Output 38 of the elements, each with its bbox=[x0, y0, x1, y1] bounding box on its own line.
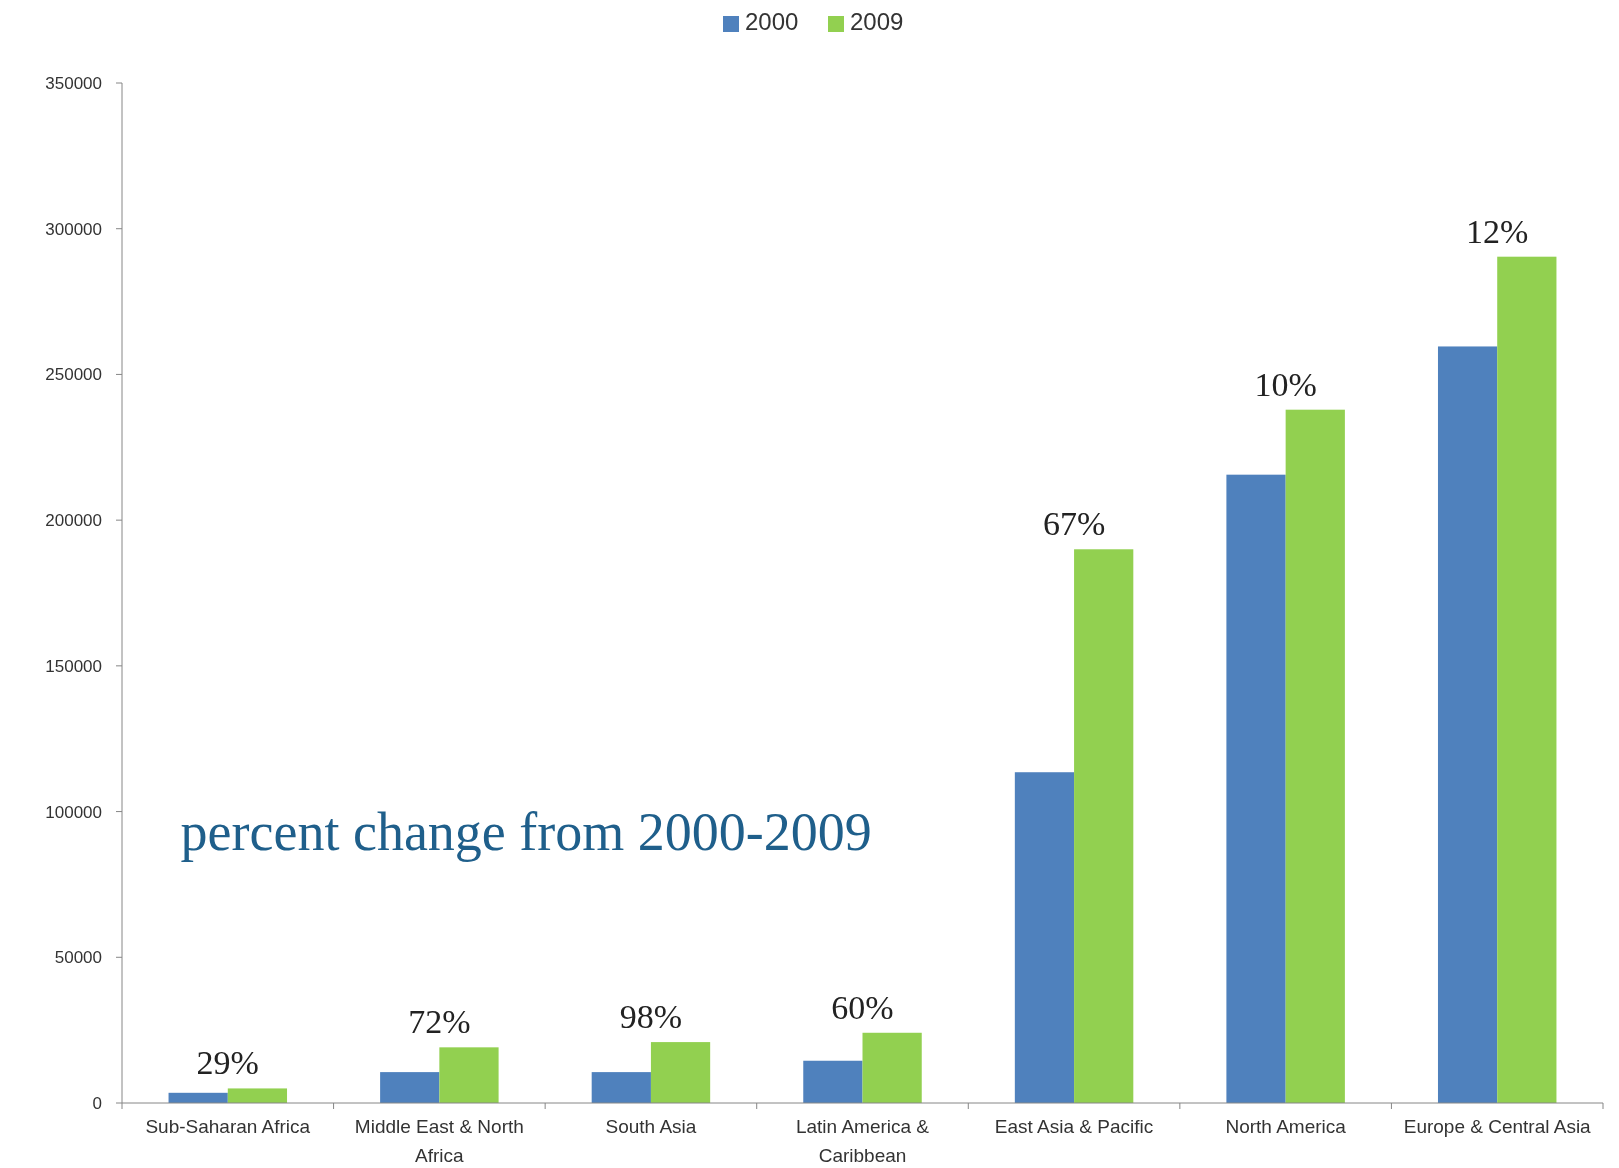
x-tick-label: South Asia bbox=[605, 1116, 697, 1137]
bar bbox=[1074, 549, 1134, 1103]
bar bbox=[650, 1042, 711, 1103]
bar bbox=[803, 1060, 863, 1103]
bar bbox=[380, 1072, 440, 1103]
bar bbox=[227, 1088, 288, 1103]
legend-label: 2009 bbox=[850, 8, 904, 35]
x-tick-label: Middle East & North Africa bbox=[354, 1116, 524, 1166]
y-tick-label: 100000 bbox=[45, 802, 102, 822]
x-tick-label: Europe & Central Asia bbox=[1403, 1116, 1592, 1137]
annotation: 12% bbox=[1466, 212, 1529, 250]
legend-label: 2000 bbox=[745, 8, 799, 35]
annotation: 10% bbox=[1254, 365, 1317, 403]
annotation: 60% bbox=[831, 988, 894, 1026]
x-tick-label: Sub-Saharan Africa bbox=[145, 1116, 311, 1137]
y-tick-label: 50000 bbox=[54, 948, 102, 968]
y-tick-label: 250000 bbox=[45, 365, 102, 385]
y-tick-label: 150000 bbox=[45, 656, 102, 676]
y-tick-label: 350000 bbox=[45, 73, 102, 93]
annotation: 98% bbox=[619, 998, 683, 1036]
bar bbox=[1497, 256, 1557, 1103]
bar bbox=[439, 1047, 499, 1103]
annotation: percent change from 2000-2009 bbox=[180, 801, 872, 862]
x-tick-label: Latin America & Caribbean bbox=[795, 1116, 930, 1166]
bar bbox=[862, 1032, 922, 1103]
annotation: 67% bbox=[1042, 505, 1106, 543]
bar bbox=[1014, 772, 1075, 1103]
x-tick-label: North America bbox=[1225, 1116, 1347, 1137]
bar bbox=[1226, 474, 1286, 1103]
y-tick-label: 200000 bbox=[45, 511, 102, 531]
y-tick-label: 0 bbox=[92, 1093, 102, 1113]
bar bbox=[1285, 409, 1345, 1103]
annotation: 72% bbox=[408, 1003, 471, 1041]
y-tick-label: 300000 bbox=[45, 219, 102, 239]
bar bbox=[1437, 346, 1498, 1103]
annotation: 29% bbox=[196, 1044, 259, 1082]
bar bbox=[591, 1072, 651, 1103]
x-tick-label: East Asia & Pacific bbox=[994, 1116, 1154, 1137]
